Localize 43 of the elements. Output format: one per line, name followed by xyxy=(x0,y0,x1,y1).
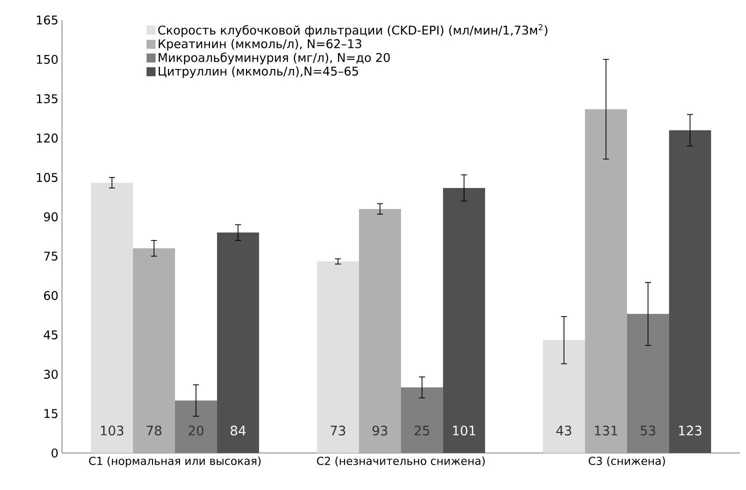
bar xyxy=(669,130,712,453)
bar xyxy=(584,109,628,453)
y-tick-label: 0 xyxy=(52,448,58,458)
y-tick-label: 105 xyxy=(36,172,58,182)
data-label: 101 xyxy=(453,426,476,436)
data-label: 78 xyxy=(146,426,162,436)
bar xyxy=(358,208,402,453)
bar xyxy=(175,400,218,453)
data-label: 84 xyxy=(230,426,246,436)
data-label: 131 xyxy=(595,426,618,436)
y-tick-label: 30 xyxy=(44,370,58,379)
bar xyxy=(443,188,486,453)
legend-label: Креатинин (мкмоль/л), N=62–13 xyxy=(158,39,362,51)
bar xyxy=(217,232,260,453)
bar xyxy=(627,314,670,453)
y-tick-label: 120 xyxy=(36,134,58,143)
data-label: 53 xyxy=(640,426,656,436)
data-label: 103 xyxy=(100,426,124,436)
bar xyxy=(90,182,133,453)
bar xyxy=(316,261,359,453)
y-tick-label: 75 xyxy=(44,252,58,261)
bar xyxy=(542,340,585,453)
legend-label: Микроальбуминурия (мг/л), N=до 20 xyxy=(158,52,390,64)
data-label: 25 xyxy=(414,426,430,436)
data-label: 123 xyxy=(679,426,702,436)
y-tick-label: 45 xyxy=(44,330,58,340)
x-tick-label: С1 (нормальная или высокая) xyxy=(89,456,261,468)
y-tick-label: 135 xyxy=(36,94,58,104)
legend-label: Цитруллин (мкмоль/л),N=45–65 xyxy=(158,66,358,78)
data-label: 73 xyxy=(330,426,346,436)
data-label: 20 xyxy=(188,426,204,436)
legend-label: Скорость клубочковой фильтрации (CKD-EPI) (мл/мин/1,73м$^{2}$) xyxy=(158,24,548,37)
data-label: 43 xyxy=(556,426,572,436)
x-tick-label: С2 (незначительно снижена) xyxy=(316,456,485,466)
data-label: 93 xyxy=(372,426,388,436)
y-tick-label: 15 xyxy=(44,409,58,418)
x-tick-label: С3 (снижена) xyxy=(588,456,665,466)
bar xyxy=(401,387,444,453)
y-tick-label: 150 xyxy=(36,54,58,64)
bar xyxy=(132,248,176,453)
y-tick-label: 90 xyxy=(44,212,58,222)
y-tick-label: 165 xyxy=(36,15,58,25)
y-tick-label: 60 xyxy=(44,291,58,300)
